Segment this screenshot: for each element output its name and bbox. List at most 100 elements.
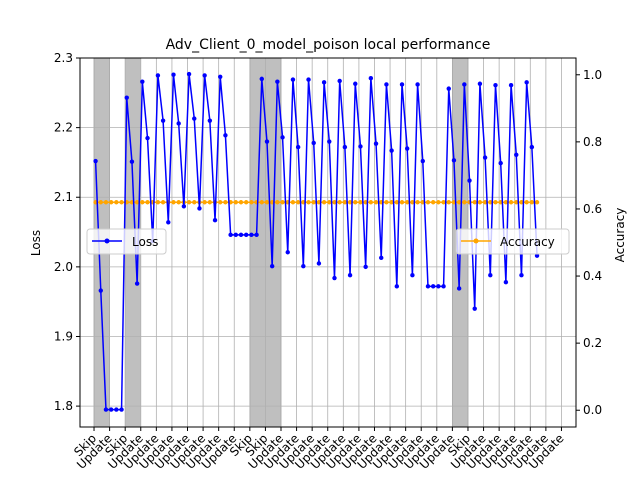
accuracy-point bbox=[508, 200, 514, 205]
accuracy-point bbox=[114, 200, 119, 205]
loss-point bbox=[103, 407, 109, 412]
loss-point bbox=[430, 284, 436, 289]
accuracy-point bbox=[410, 200, 415, 205]
loss-point bbox=[254, 232, 259, 238]
loss-point bbox=[472, 306, 477, 311]
loss-point bbox=[238, 232, 244, 238]
loss-point bbox=[384, 82, 389, 87]
accuracy-point bbox=[441, 200, 446, 205]
loss-point bbox=[477, 81, 483, 86]
accuracy-point bbox=[337, 200, 342, 205]
loss-point bbox=[301, 263, 306, 269]
loss-series bbox=[93, 71, 540, 412]
accuracy-point bbox=[394, 200, 400, 205]
loss-point bbox=[389, 148, 394, 153]
loss-point bbox=[394, 284, 400, 289]
accuracy-legend: Accuracy bbox=[455, 228, 570, 255]
accuracy-point bbox=[295, 200, 301, 205]
accuracy-point bbox=[368, 200, 374, 205]
loss-point bbox=[482, 155, 488, 160]
loss-point bbox=[415, 82, 420, 87]
loss-point bbox=[306, 77, 311, 82]
loss-point bbox=[228, 232, 233, 238]
accuracy-point bbox=[327, 200, 332, 205]
loss-point bbox=[524, 80, 529, 85]
loss-point bbox=[171, 72, 176, 77]
accuracy-point bbox=[347, 200, 353, 205]
loss-point bbox=[119, 407, 124, 412]
accuracy-point bbox=[103, 200, 109, 205]
loss-point bbox=[529, 144, 535, 150]
loss-point bbox=[176, 121, 181, 126]
loss-point bbox=[503, 279, 509, 285]
loss-point bbox=[321, 80, 327, 85]
accuracy-point bbox=[140, 200, 145, 205]
loss-point bbox=[446, 86, 451, 91]
loss-point bbox=[353, 81, 358, 86]
loss-legend-marker bbox=[104, 238, 110, 244]
loss-point bbox=[202, 73, 207, 78]
accuracy-point bbox=[145, 200, 150, 205]
loss-point bbox=[425, 284, 431, 289]
loss-point bbox=[316, 261, 322, 266]
accuracy-point bbox=[519, 200, 524, 205]
loss-point bbox=[337, 78, 342, 84]
accuracy-point bbox=[493, 200, 498, 205]
accuracy-point bbox=[514, 200, 519, 205]
accuracy-point bbox=[311, 200, 316, 205]
accuracy-point bbox=[171, 200, 176, 205]
loss-point bbox=[410, 273, 415, 278]
accuracy-point bbox=[477, 200, 483, 205]
loss-point bbox=[295, 144, 301, 150]
loss-point bbox=[488, 273, 493, 278]
right-y-tick-label: 0.0 bbox=[583, 403, 602, 417]
accuracy-point bbox=[223, 200, 228, 205]
accuracy-point bbox=[462, 200, 467, 205]
accuracy-point bbox=[306, 200, 311, 205]
loss-point bbox=[108, 407, 114, 412]
loss-point bbox=[327, 139, 332, 144]
loss-point bbox=[358, 144, 363, 149]
loss-point bbox=[124, 95, 129, 100]
accuracy-point bbox=[218, 200, 223, 205]
left-y-tick-label: 1.8 bbox=[54, 399, 73, 413]
loss-point bbox=[347, 273, 353, 278]
loss-point bbox=[275, 79, 280, 84]
accuracy-point bbox=[415, 200, 420, 205]
loss-point bbox=[462, 82, 467, 87]
loss-point bbox=[280, 135, 285, 140]
accuracy-legend-label: Accuracy bbox=[500, 235, 555, 249]
loss-point bbox=[166, 220, 171, 225]
loss-point bbox=[129, 159, 135, 164]
loss-point bbox=[249, 232, 254, 238]
loss-point bbox=[233, 232, 239, 238]
loss-point bbox=[290, 77, 296, 82]
loss-point bbox=[192, 116, 197, 121]
loss-point bbox=[311, 140, 316, 146]
loss-point bbox=[420, 158, 425, 164]
accuracy-legend-box bbox=[455, 228, 570, 255]
loss-point bbox=[467, 178, 472, 183]
accuracy-point bbox=[373, 200, 379, 205]
accuracy-point bbox=[430, 200, 436, 205]
accuracy-point bbox=[529, 200, 535, 205]
loss-point bbox=[114, 407, 119, 412]
loss-legend-label: Loss bbox=[132, 235, 158, 249]
accuracy-point bbox=[446, 200, 451, 205]
accuracy-point bbox=[389, 200, 394, 205]
loss-point bbox=[373, 141, 379, 146]
accuracy-point bbox=[384, 200, 389, 205]
loss-point bbox=[145, 135, 150, 141]
loss-point bbox=[451, 158, 457, 163]
loss-point bbox=[285, 250, 290, 255]
loss-point bbox=[519, 273, 524, 278]
loss-point bbox=[98, 288, 103, 293]
loss-point bbox=[155, 73, 161, 78]
accuracy-point bbox=[160, 200, 166, 205]
left-y-tick-label: 1.9 bbox=[54, 329, 73, 343]
loss-point bbox=[514, 152, 519, 157]
loss-point bbox=[197, 206, 202, 211]
accuracy-point bbox=[275, 200, 280, 205]
loss-point bbox=[534, 253, 540, 258]
loss-point bbox=[269, 263, 275, 269]
